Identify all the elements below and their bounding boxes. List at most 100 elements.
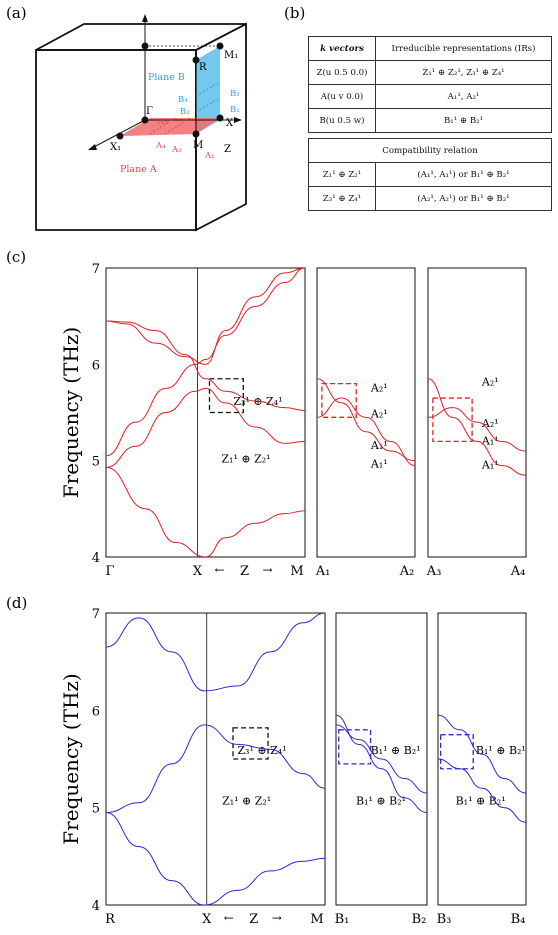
label-a3: A₃	[157, 117, 168, 127]
x-tick-label: X	[193, 564, 203, 579]
table-row: B(u 0.5 w) B₁¹ ⊕ B₂¹	[308, 108, 552, 133]
point-gamma	[141, 116, 149, 124]
label-m1: M₁	[224, 50, 238, 61]
y-axis-label: Frequency (THz)	[59, 327, 83, 498]
band-annotation: A₁¹	[370, 439, 388, 452]
band-line	[317, 397, 415, 466]
table-row: Z₁¹ ⊕ Z₂¹ (A₁¹, A₁¹) or B₁¹ ⊕ B₂¹	[308, 162, 552, 187]
label-b1: B₁	[230, 105, 240, 115]
guide-b1b2	[195, 97, 221, 113]
table-cell-k: A(u v 0.0)	[308, 84, 376, 109]
point-top	[141, 42, 149, 50]
band-line	[106, 466, 305, 557]
subplot-frame	[427, 267, 527, 558]
label-m: M	[193, 140, 203, 151]
highlight-box	[338, 729, 372, 765]
band-chart-d: Frequency (THz) 4 5 6 7 R X ← Z → M Z₃¹ ⊕ Z₄¹ Z₁¹ ⊕ …	[59, 607, 527, 927]
x-arrow-left: ←	[215, 563, 225, 577]
panel-label-a: (a)	[6, 4, 27, 22]
guide-b3b4	[195, 81, 221, 97]
table-cell-k: Z(u 0.5 0.0)	[308, 60, 376, 85]
band-line	[106, 724, 325, 814]
x-tick-label: R	[105, 912, 116, 927]
point-m1	[216, 42, 224, 50]
highlight-box	[321, 382, 357, 418]
x-tick-label: B₃	[437, 912, 452, 927]
axis-vertical-arrow	[142, 14, 148, 22]
table-cell-k: B(u 0.5 w)	[308, 108, 376, 133]
table-cell-rel: (A₁¹, A₁¹) or B₁¹ ⊕ B₂¹	[375, 162, 552, 187]
label-gamma: Γ	[146, 106, 153, 117]
guide-a1a2	[164, 117, 191, 135]
axis-diag-arrow	[88, 144, 97, 150]
y-tick-label: 7	[92, 607, 100, 622]
table-cell-ir: Z₁¹ ⊕ Z₂¹, Z₃¹ ⊕ Z₄¹	[375, 60, 552, 85]
label-a2: A₂	[171, 145, 182, 155]
band-annotation: A₂¹	[481, 417, 499, 430]
x-arrow-right: →	[263, 563, 273, 577]
band-line	[336, 714, 427, 814]
subplot-frame	[316, 267, 416, 558]
label-a1: A₁	[204, 151, 215, 161]
x-tick-label: X	[202, 912, 212, 927]
label-x1: X₁	[110, 142, 121, 153]
band-line	[438, 758, 526, 823]
guide-a3a4	[149, 117, 176, 135]
band-line	[106, 812, 325, 905]
x-tick-label: Z	[249, 912, 258, 927]
axis-x-arrow	[234, 117, 242, 123]
label-z: Z	[224, 144, 231, 155]
y-tick-label: 6	[92, 358, 100, 373]
subplot-frame	[105, 267, 306, 558]
x-arrow-left: ←	[224, 911, 234, 925]
y-tick-label: 7	[92, 262, 100, 277]
y-tick-label: 5	[92, 455, 100, 470]
label-plane-a: Plane A	[120, 164, 157, 175]
plane-b-region	[196, 46, 220, 134]
label-plane-b: Plane B	[148, 72, 185, 83]
x-tick-label: A₁	[315, 564, 331, 579]
x-tick-label: B₄	[511, 912, 526, 927]
y-tick-label: 4	[92, 551, 100, 566]
brillouin-zone-diagram: Γ X₁ X M R M₁ Z Plane B Plane A B₄ B₃ B₂…	[35, 14, 247, 232]
band-annotation: Z₁¹ ⊕ Z₂¹	[221, 453, 270, 466]
band-annotation: B₁¹ ⊕ B₂¹	[476, 744, 526, 757]
band-annotation: A₂¹	[370, 407, 388, 420]
subplot-frame	[335, 612, 428, 906]
band-annotation: B₁¹ ⊕ B₂¹	[356, 795, 406, 808]
y-axis-label: Frequency (THz)	[59, 673, 83, 844]
x-tick-label: A₄	[510, 564, 526, 579]
table-cell-ir: A₁¹, A₂¹	[375, 84, 552, 109]
band-annotation: A₁¹	[370, 457, 388, 470]
table-cell-k: Z₃¹ ⊕ Z₄¹	[308, 186, 376, 211]
y-tick-label: 6	[92, 704, 100, 719]
band-line	[106, 268, 305, 365]
panel-label-c: (c)	[6, 248, 26, 266]
band-line	[336, 724, 427, 794]
table-cell-ir: B₁¹ ⊕ B₂¹	[375, 108, 552, 133]
band-annotation: A₁¹	[481, 434, 499, 447]
cube-side	[195, 22, 247, 232]
table-head-k: k vectors	[308, 36, 376, 61]
table-row: Z(u 0.5 0.0) Z₁¹ ⊕ Z₂¹, Z₃¹ ⊕ Z₄¹	[308, 60, 552, 85]
band-line	[106, 613, 325, 692]
x-tick-label: B₁	[335, 912, 350, 927]
x-tick-label: B₂	[412, 912, 427, 927]
point-m	[192, 130, 200, 138]
band-line	[428, 407, 526, 452]
point-x	[216, 114, 224, 122]
x-tick-label: Γ	[105, 564, 114, 579]
table-compat-head: Compatibility relation	[308, 138, 552, 163]
table-cell-k: Z₁¹ ⊕ Z₂¹	[308, 162, 376, 187]
panel-label-d: (d)	[6, 594, 27, 612]
label-b2: B₂	[180, 107, 190, 117]
label-b3: B₃	[230, 89, 240, 99]
label-x: X	[226, 118, 234, 129]
point-r	[192, 56, 200, 64]
table-row: A(u v 0.0) A₁¹, A₂¹	[308, 84, 552, 109]
highlight-box	[208, 378, 244, 414]
subplot-frame	[437, 612, 527, 906]
table-cell-rel: (A₂¹, A₂¹) or B₁¹ ⊕ B₂¹	[375, 186, 552, 211]
